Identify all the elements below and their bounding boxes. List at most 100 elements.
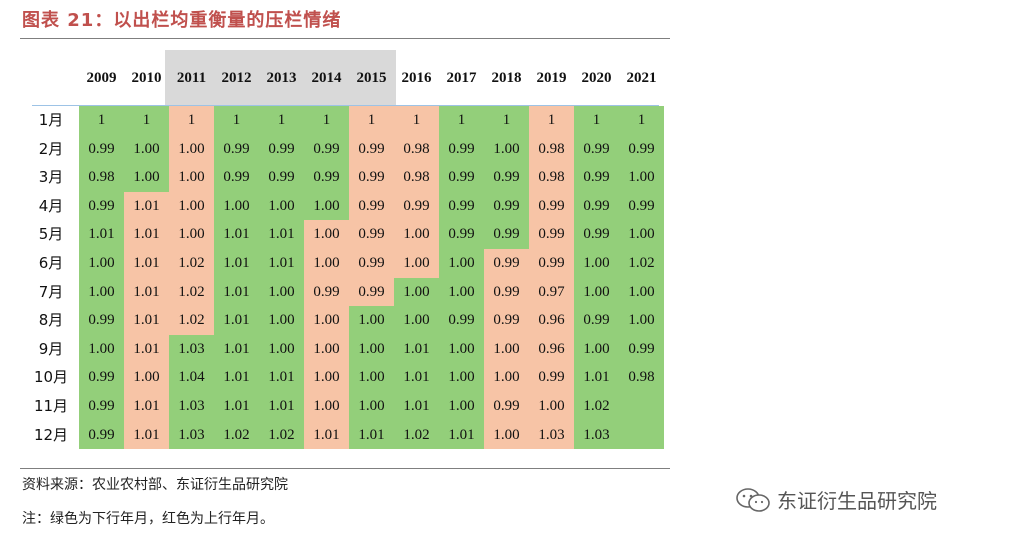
table-cell: 1.00 [349,363,394,392]
table-cell: 1.00 [79,334,124,364]
table-cell: 1.00 [259,277,304,307]
table-cell: 0.99 [349,220,394,249]
table-cell: 1.00 [169,163,214,192]
month-label: 1月 [38,111,64,129]
month-label: 11月 [33,397,69,415]
table-cell: 1.00 [79,277,124,307]
table-cell: 1.02 [214,420,259,450]
table-cell: 1.00 [529,392,574,421]
table-cell: 1.00 [619,306,664,335]
year-header: 2011 [176,70,207,86]
table-cell: 1.01 [304,420,349,450]
table-cell: 1.01 [124,191,169,221]
table-cell: 1.01 [124,392,169,421]
table-row: 11月 0.99 1.01 1.03 1.01 1.01 1.00 1.00 1.01 1.00 0… [32,392,665,421]
table-cell: 1.00 [169,191,214,221]
table-cell: 1.00 [349,334,394,364]
brand-watermark: 东证衍生品研究院 [735,485,937,514]
table-cell: 1.00 [259,334,304,364]
table-cell: 0.99 [349,134,394,164]
table-cell: 0.99 [79,363,124,392]
year-header: 2017 [446,70,477,86]
table-cell: 1.00 [439,334,484,364]
table-cell: 1 [304,106,349,135]
table-cell: 1.02 [259,420,304,450]
table-cell: 1 [574,106,619,135]
table-cell: 1.01 [394,334,439,364]
table-cell: 1.02 [574,392,619,421]
month-label: 6月 [38,254,64,272]
table-cell: 0.99 [439,220,484,249]
table-cell: 1.01 [124,420,169,450]
year-header: 2009 [86,70,117,86]
table-cell: 0.99 [349,163,394,192]
header-divider [32,105,659,106]
table-cell: 1.00 [394,249,439,278]
table-cell: 0.99 [214,163,259,192]
table-cell: 0.99 [304,277,349,307]
table-cell: 0.99 [484,163,529,192]
table-cell: 1.00 [439,363,484,392]
table-cell: 1.00 [394,277,439,307]
table-cell: 1.04 [169,363,214,392]
table-cell: 1.02 [169,249,214,278]
table-cell: 0.98 [394,134,439,164]
table-cell: 1 [619,106,664,135]
table-cell: 1.01 [394,363,439,392]
table-cell: 1.00 [439,392,484,421]
footer-divider [20,468,670,469]
table-cell: 1.00 [484,134,529,164]
table-cell: 1.00 [394,220,439,249]
table-cell: 1.00 [304,191,349,221]
table-cell: 1.01 [214,249,259,278]
table-cell: 0.96 [529,334,574,364]
table-cell: 1.00 [439,249,484,278]
brand-name: 东证衍生品研究院 [777,489,937,513]
header-highlight-band [165,50,396,105]
table-cell: 0.99 [574,306,619,335]
wechat-icon [736,487,770,512]
table-cell: 1 [484,106,529,135]
table-cell: 0.99 [484,249,529,278]
table-cell: 1.00 [169,134,214,164]
table-cell [619,420,664,450]
table-cell: 0.99 [79,392,124,421]
table-cell: 1.00 [304,249,349,278]
table-cell: 1 [439,106,484,135]
table-cell: 1.03 [169,420,214,450]
table-cell: 1.00 [574,249,619,278]
table-cell [619,392,664,421]
table-cell: 1.01 [214,363,259,392]
table-cell: 0.99 [349,191,394,221]
table-cell: 0.99 [439,134,484,164]
table-row: 9月 1.00 1.01 1.03 1.01 1.00 1.00 1.00 1.01 1.00 1.… [32,334,665,364]
month-label: 3月 [38,168,64,187]
table-row: 1月 1 1 1 1 1 1 1 1 1 1 1 1 1 [32,106,665,135]
table-row: 5月 1.01 1.01 1.00 1.01 1.01 1.00 0.99 1.00 0.99 0.… [32,220,665,249]
table-cell: 1.01 [259,249,304,278]
table-cell: 1.00 [619,277,664,307]
year-header: 2019 [536,70,567,86]
table-cell: 1.03 [529,420,574,450]
year-header: 2016 [401,70,432,86]
year-header: 2018 [491,70,522,86]
table-cell: 0.98 [79,163,124,192]
table-cell: 0.99 [529,191,574,221]
table-cell: 1.01 [124,277,169,307]
table-cell: 1.01 [79,220,124,249]
table-cell: 0.99 [574,134,619,164]
source-text: 资料来源：农业农村部、东证衍生品研究院 [22,477,288,493]
table-cell: 1 [79,106,124,135]
month-label: 9月 [38,339,64,358]
table-cell: 1.00 [349,306,394,335]
month-label: 8月 [38,311,64,330]
table-cell: 0.99 [304,134,349,164]
table-cell: 1.00 [619,163,664,192]
table-cell: 1.02 [169,277,214,307]
table-cell: 0.99 [574,163,619,192]
table-cell: 0.99 [529,363,574,392]
year-header: 2013 [266,70,297,86]
table-cell: 1.01 [439,420,484,450]
month-label: 2月 [38,139,64,158]
table-cell: 0.99 [304,163,349,192]
